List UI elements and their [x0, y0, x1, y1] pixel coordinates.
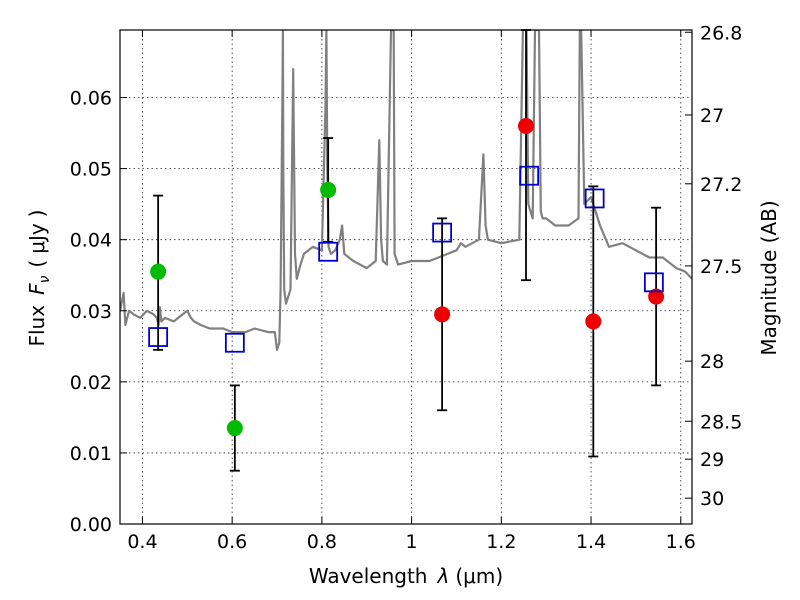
data-point-nir — [648, 288, 665, 305]
y-axis-title-symbol: F — [25, 283, 49, 295]
y-axis-title: FluxFν(μJy) — [25, 209, 53, 346]
x-axis-title-unit: μm — [463, 564, 495, 588]
x-axis-title-symbol: λ — [436, 564, 449, 588]
x-axis-title: Wavelength λ (μm) — [309, 564, 503, 588]
tick-layer: 0.4 0.6 0.8 1 1.2 1.4 1.6 0.00 0.01 0.02 0.03 0.04 0… — [70, 22, 743, 553]
model-band-square — [643, 272, 664, 293]
model-band-square — [584, 188, 605, 209]
data-point-optical — [320, 181, 337, 198]
y2-tick-label: 27.2 — [700, 174, 742, 196]
y2-tick-label: 28.5 — [700, 411, 742, 433]
x-tick-label: 0.8 — [307, 531, 337, 553]
x-tick-label: 1.6 — [666, 531, 696, 553]
y2-axis-title: Magnitude (AB) — [757, 200, 781, 355]
y-tick-label: 0.05 — [70, 159, 112, 181]
data-point-nir — [585, 313, 602, 330]
spectrum-layer — [120, 30, 692, 351]
x-tick-label: 1.2 — [486, 531, 516, 553]
x-axis-title-text: Wavelength — [309, 564, 428, 588]
y2-tick-label: 30 — [700, 488, 724, 510]
data-point-nir — [434, 306, 451, 323]
y-axis-title-unit: μJy — [25, 223, 49, 254]
x-tick-label: 0.4 — [127, 531, 157, 553]
y2-tick-label: 27.5 — [700, 256, 742, 278]
x-tick-label: 1 — [406, 531, 418, 553]
data-point-optical — [226, 420, 243, 437]
y-axis-title-symbol-sub: ν — [37, 275, 53, 283]
marker-layer — [148, 117, 665, 437]
y-tick-label: 0.03 — [70, 301, 112, 323]
y-tick-label: 0.02 — [70, 372, 112, 394]
model-band-square — [432, 222, 453, 243]
spectrum-line — [120, 30, 692, 351]
y-axis-title-text: Flux — [25, 305, 49, 347]
errorbar-layer — [153, 29, 662, 472]
y-tick-label: 0.06 — [70, 88, 112, 110]
model-band-square — [148, 327, 169, 347]
y2-tick-label: 29 — [700, 449, 724, 471]
y-tick-label: 0.00 — [70, 514, 112, 536]
x-tick-label: 0.6 — [217, 531, 247, 553]
grid-layer — [120, 30, 692, 524]
model-band-square — [224, 332, 245, 353]
data-point-nir — [518, 117, 535, 134]
y2-tick-label: 28 — [700, 351, 724, 373]
model-band-square — [318, 241, 339, 262]
plot-frame — [119, 29, 693, 525]
y2-tick-label: 26.8 — [700, 22, 742, 44]
data-point-optical — [150, 263, 167, 280]
y2-tick-label: 27 — [700, 105, 724, 127]
y-tick-label: 0.01 — [70, 443, 112, 465]
x-tick-label: 1.4 — [576, 531, 606, 553]
model-band-square — [519, 165, 540, 186]
y-tick-label: 0.04 — [70, 230, 112, 252]
